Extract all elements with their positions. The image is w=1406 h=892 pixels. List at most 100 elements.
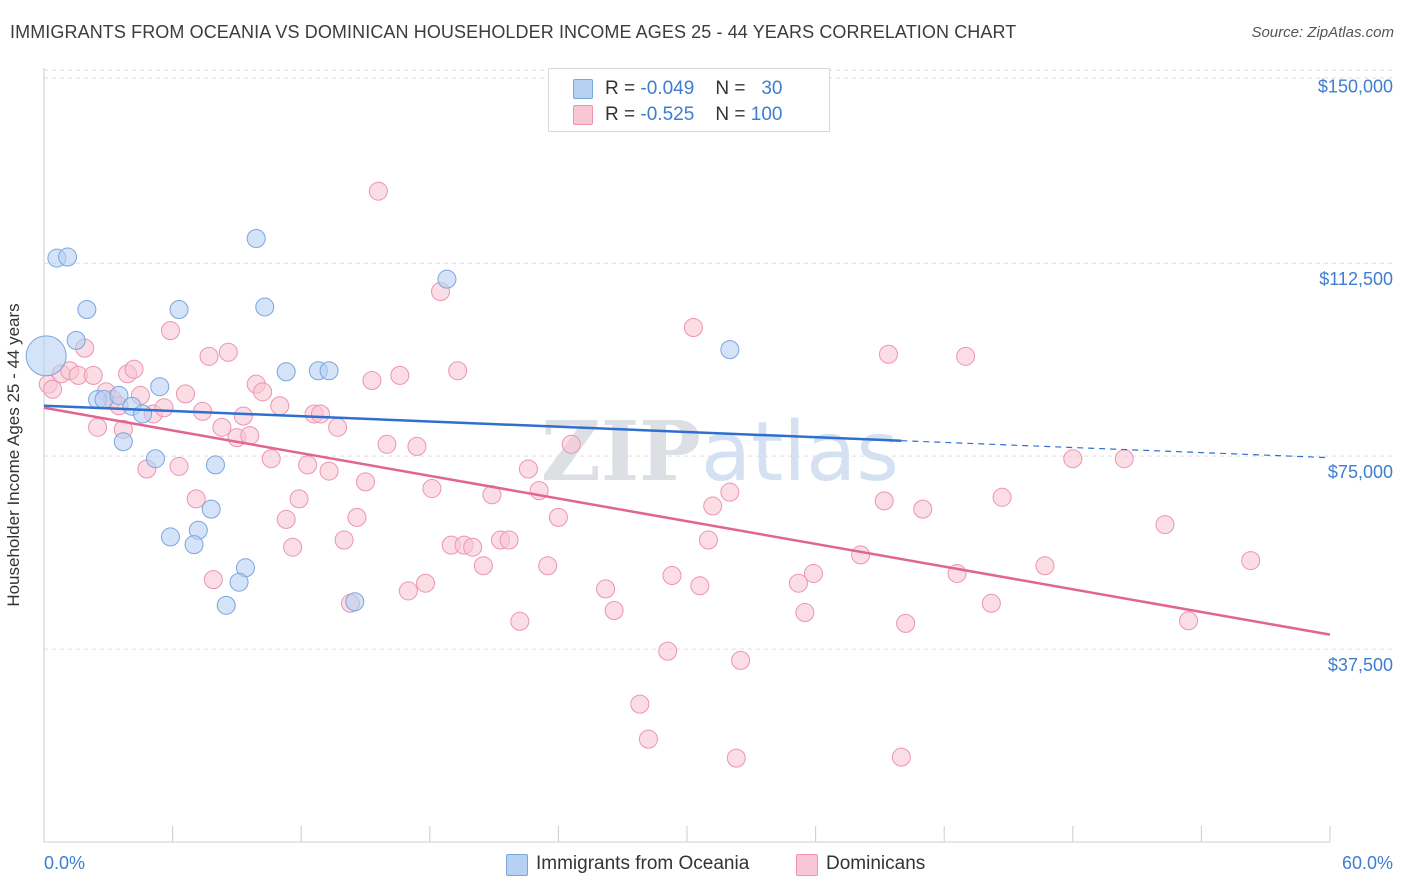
data-point-oceania (319, 361, 339, 381)
data-point-dominicans (270, 396, 290, 416)
data-point-dominicans (788, 573, 808, 593)
data-point-oceania (133, 404, 153, 424)
data-point-dominicans (218, 342, 238, 362)
x-tick-label: 0.0% (44, 853, 85, 873)
data-point-dominicans (169, 456, 189, 476)
data-point-dominicans (43, 379, 63, 399)
data-point-dominicans (124, 359, 144, 379)
data-point-oceania (169, 300, 189, 320)
data-point-dominicans (956, 346, 976, 366)
dominicans-points (38, 181, 1261, 768)
y-tick-label: $75,000 (1328, 462, 1393, 482)
source-credit: Source: ZipAtlas.com (1251, 24, 1394, 41)
data-point-oceania (145, 449, 165, 469)
data-point-dominicans (368, 181, 388, 201)
data-point-oceania (58, 247, 78, 267)
data-point-dominicans (463, 537, 483, 557)
data-point-dominicans (298, 455, 318, 475)
data-point-dominicans (416, 573, 436, 593)
legend-n-label: N = (715, 78, 746, 99)
data-point-dominicans (347, 507, 367, 527)
data-point-dominicans (422, 479, 442, 499)
data-point-dominicans (548, 507, 568, 527)
data-point-oceania (345, 592, 365, 612)
trend-line-oceania (43, 404, 902, 442)
data-point-dominicans (310, 404, 330, 424)
data-point-dominicans (878, 344, 898, 364)
data-point-dominicans (874, 491, 894, 511)
data-point-dominicans (658, 641, 678, 661)
data-point-dominicans (212, 417, 232, 437)
chart-title: IMMIGRANTS FROM OCEANIA VS DOMINICAN HOU… (10, 22, 1017, 42)
data-point-dominicans (319, 461, 339, 481)
legend-label-oceania: Immigrants from Oceania (536, 853, 750, 874)
data-point-oceania (109, 385, 129, 405)
data-point-oceania (25, 335, 67, 377)
data-point-dominicans (398, 581, 418, 601)
data-point-dominicans (276, 509, 296, 529)
y-axis-label: Householder Income Ages 25 - 44 years (4, 303, 23, 607)
data-point-oceania (216, 595, 236, 615)
data-point-dominicans (1179, 611, 1199, 631)
data-point-dominicans (1114, 449, 1134, 469)
data-point-dominicans (992, 487, 1012, 507)
data-point-dominicans (662, 566, 682, 586)
data-point-dominicans (518, 459, 538, 479)
data-point-oceania (66, 330, 86, 350)
data-point-oceania (77, 300, 97, 320)
legend-r-value: -0.049 (640, 78, 695, 99)
data-point-dominicans (407, 436, 427, 456)
trend-line-oceania-projection (901, 440, 1331, 459)
data-point-dominicans (726, 748, 746, 768)
tick-labels: $37,500 $75,000 $112,500 $150,000 0.0% 60.0% (44, 76, 1393, 873)
data-point-dominicans (683, 318, 703, 338)
data-point-oceania (201, 499, 221, 519)
data-point-dominicans (981, 593, 1001, 613)
data-point-dominicans (913, 499, 933, 519)
data-point-dominicans (154, 398, 174, 418)
data-point-dominicans (233, 406, 253, 426)
data-point-dominicans (203, 570, 223, 590)
legend-swatch-dominicans (796, 854, 818, 876)
data-point-oceania (160, 527, 180, 547)
legend-label-dominicans: Dominicans (826, 853, 926, 874)
data-point-dominicans (731, 650, 751, 670)
legend-r-label: R = (605, 104, 636, 125)
data-point-oceania (276, 362, 296, 382)
data-point-dominicans (356, 472, 375, 492)
data-point-dominicans (334, 530, 354, 550)
data-point-dominicans (630, 694, 650, 714)
data-point-dominicans (88, 417, 108, 437)
data-point-oceania (150, 377, 170, 397)
data-point-oceania (113, 432, 133, 452)
data-point-dominicans (289, 489, 309, 509)
data-point-dominicans (803, 563, 823, 583)
data-point-dominicans (896, 613, 916, 633)
data-point-dominicans (1063, 449, 1083, 469)
data-point-dominicans (377, 434, 397, 454)
data-point-dominicans (538, 556, 558, 576)
data-point-dominicans (596, 579, 616, 599)
legend-r-value: -0.525 (640, 104, 695, 125)
data-point-oceania (246, 229, 266, 249)
x-tick-label: 60.0% (1342, 853, 1393, 873)
data-point-dominicans (561, 434, 581, 454)
data-point-dominicans (1155, 515, 1175, 535)
data-point-oceania (229, 572, 249, 592)
correlation-legend: R = -0.049 N = 30 R = -0.525 N = 100 (548, 68, 830, 132)
data-point-dominicans (362, 371, 382, 391)
data-point-dominicans (473, 556, 493, 576)
data-point-dominicans (703, 496, 723, 516)
legend-n-value: 100 (750, 104, 783, 125)
data-point-dominicans (186, 489, 206, 509)
y-tick-label: $150,000 (1318, 76, 1393, 96)
data-point-dominicans (499, 530, 519, 550)
trend-lines (43, 404, 1331, 636)
data-point-dominicans (175, 384, 195, 404)
data-point-dominicans (510, 611, 530, 631)
data-point-oceania (205, 455, 225, 475)
data-point-dominicans (795, 603, 815, 623)
data-point-dominicans (604, 600, 624, 620)
data-point-dominicans (698, 530, 718, 550)
legend-n-value: 30 (761, 78, 783, 99)
